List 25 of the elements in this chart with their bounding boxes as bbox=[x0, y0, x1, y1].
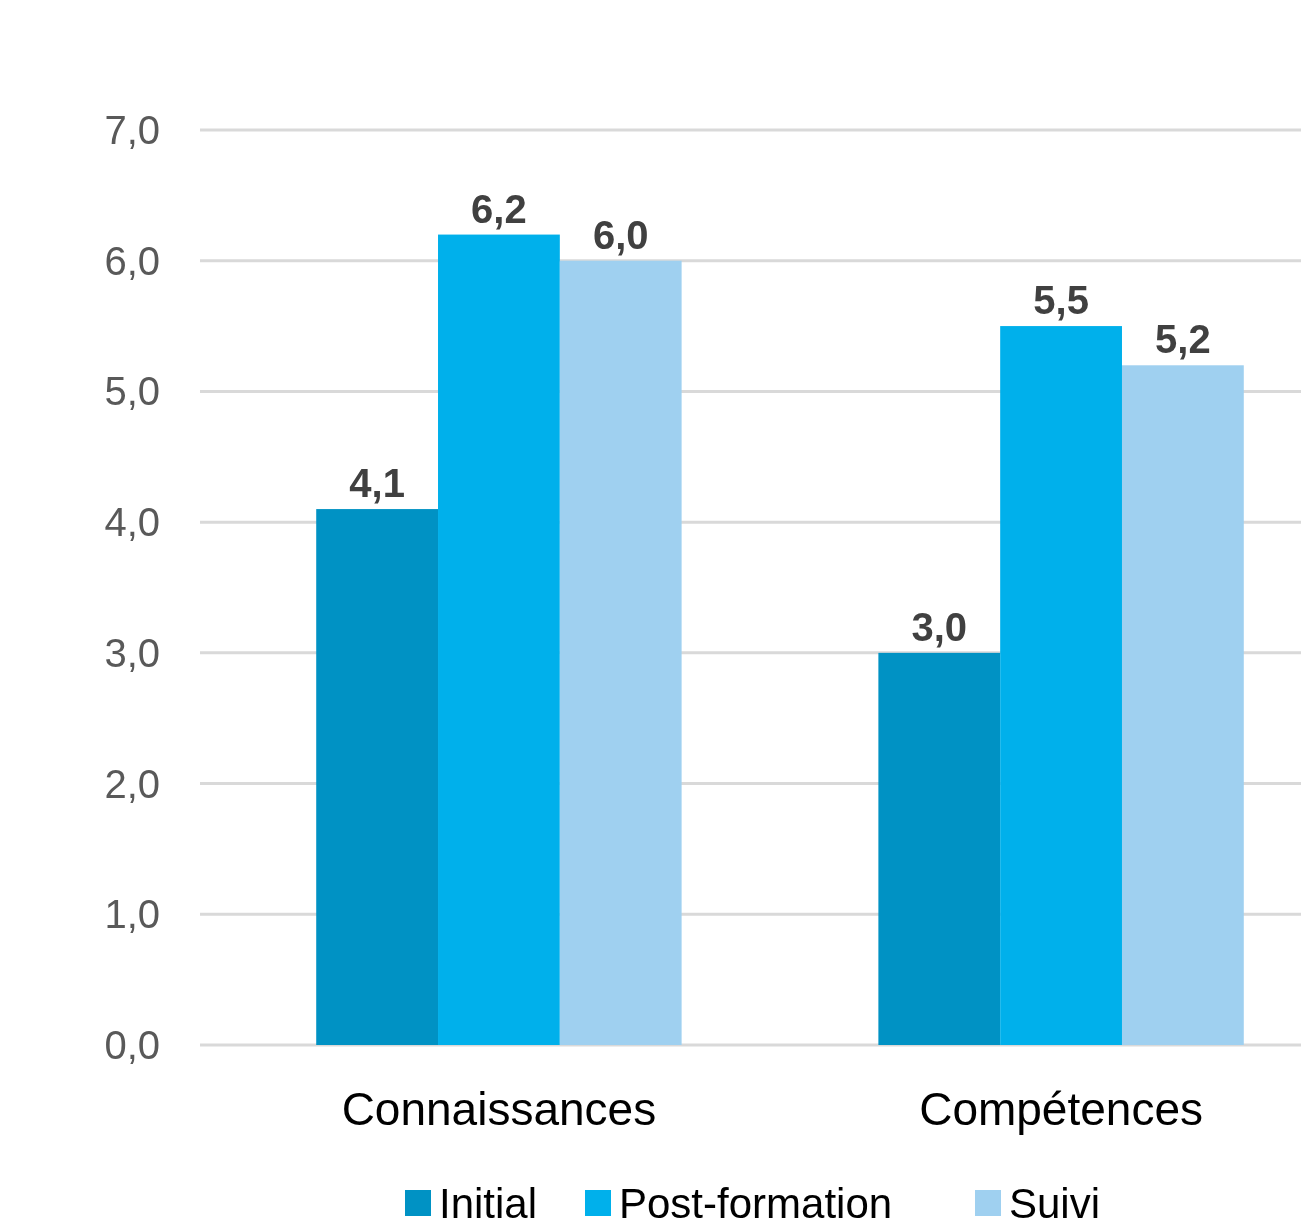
y-tick-label: 5,0 bbox=[104, 369, 160, 414]
bar bbox=[1000, 326, 1122, 1045]
y-tick-label: 0,0 bbox=[104, 1023, 160, 1067]
x-tick-label: Connaissances bbox=[341, 1083, 657, 1135]
y-tick-label: 1,0 bbox=[104, 892, 160, 937]
legend-label: Post-formation bbox=[619, 1180, 893, 1227]
bar bbox=[316, 509, 439, 1045]
bar bbox=[438, 234, 560, 1045]
y-tick-label: 6,0 bbox=[104, 238, 160, 283]
legend-label: Initial bbox=[439, 1180, 538, 1227]
y-tick-label: 7,0 bbox=[104, 108, 160, 152]
data-label: 6,2 bbox=[471, 186, 527, 231]
data-label: 5,5 bbox=[1033, 278, 1089, 323]
data-label: 6,0 bbox=[592, 212, 649, 257]
y-tick-label: 2,0 bbox=[104, 761, 160, 806]
bar bbox=[559, 260, 682, 1045]
x-tick-label: Compétences bbox=[919, 1083, 1203, 1135]
data-label: 4,1 bbox=[349, 461, 405, 506]
bar bbox=[878, 652, 1001, 1045]
y-tick-label: 4,0 bbox=[104, 500, 160, 545]
bar bbox=[1121, 365, 1244, 1045]
y-tick-label: 3,0 bbox=[104, 630, 160, 675]
legend-label: Suivi bbox=[1009, 1180, 1101, 1227]
data-label: 3,0 bbox=[911, 604, 968, 649]
data-label: 5,2 bbox=[1155, 317, 1211, 362]
